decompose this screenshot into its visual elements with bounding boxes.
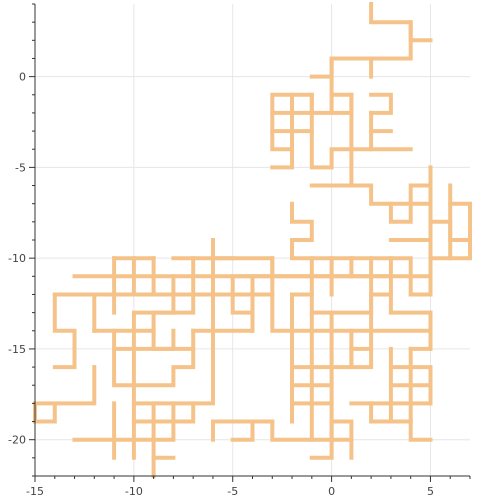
walk-segment-56 bbox=[211, 419, 255, 442]
walk-segment-74 bbox=[388, 365, 433, 406]
walk-segment-62 bbox=[309, 310, 334, 460]
y-tick-label: 0 bbox=[19, 71, 26, 84]
y-tick-label: -5 bbox=[15, 161, 26, 174]
walk-segment-45 bbox=[112, 328, 196, 388]
walk-segment-28 bbox=[211, 238, 275, 279]
x-tick-label: -5 bbox=[227, 485, 238, 498]
x-tick-label: 5 bbox=[427, 485, 434, 498]
walk-segment-1 bbox=[309, 20, 413, 79]
walk-segment-34 bbox=[131, 274, 196, 333]
axes: -15 -10 -5 0 5 0 -5 -10 -15 -20 bbox=[8, 3, 471, 498]
walk-segment-8 bbox=[329, 92, 354, 115]
walk-segment-42 bbox=[52, 292, 77, 370]
walk-segment-27 bbox=[270, 256, 393, 333]
walk-series bbox=[33, 2, 472, 478]
x-axis-ticks: -15 -10 -5 0 5 bbox=[26, 476, 471, 498]
walk-segment-55 bbox=[131, 401, 196, 424]
walk-segment-3 bbox=[270, 56, 334, 170]
x-tick-label: -15 bbox=[26, 485, 44, 498]
walk-segment-71 bbox=[369, 401, 413, 424]
y-tick-label: -10 bbox=[8, 252, 26, 265]
walk-segment-11 bbox=[369, 92, 393, 115]
walk-segment-17 bbox=[448, 183, 472, 242]
walk-segment-69 bbox=[349, 346, 374, 370]
walk-segment-49 bbox=[33, 365, 97, 424]
walk-segment-47 bbox=[151, 328, 176, 351]
y-axis-ticks: 0 -5 -10 -15 -20 bbox=[8, 3, 35, 477]
walk-segment-54 bbox=[72, 401, 176, 442]
walk-segment-66 bbox=[270, 419, 314, 442]
walk-segment-68 bbox=[349, 328, 374, 351]
walk-segment-73 bbox=[408, 346, 433, 442]
walk-segment-14 bbox=[388, 183, 433, 224]
walk-segment-18 bbox=[448, 201, 472, 261]
x-tick-label: 0 bbox=[328, 485, 335, 498]
walk-segment-13 bbox=[349, 165, 433, 206]
walk-segment-16 bbox=[428, 219, 453, 261]
walk-segment-9 bbox=[349, 92, 413, 152]
y-tick-label: -20 bbox=[8, 434, 26, 447]
walk-segment-0 bbox=[369, 2, 433, 43]
x-tick-label: -10 bbox=[125, 485, 143, 498]
y-tick-label: -15 bbox=[8, 343, 26, 356]
